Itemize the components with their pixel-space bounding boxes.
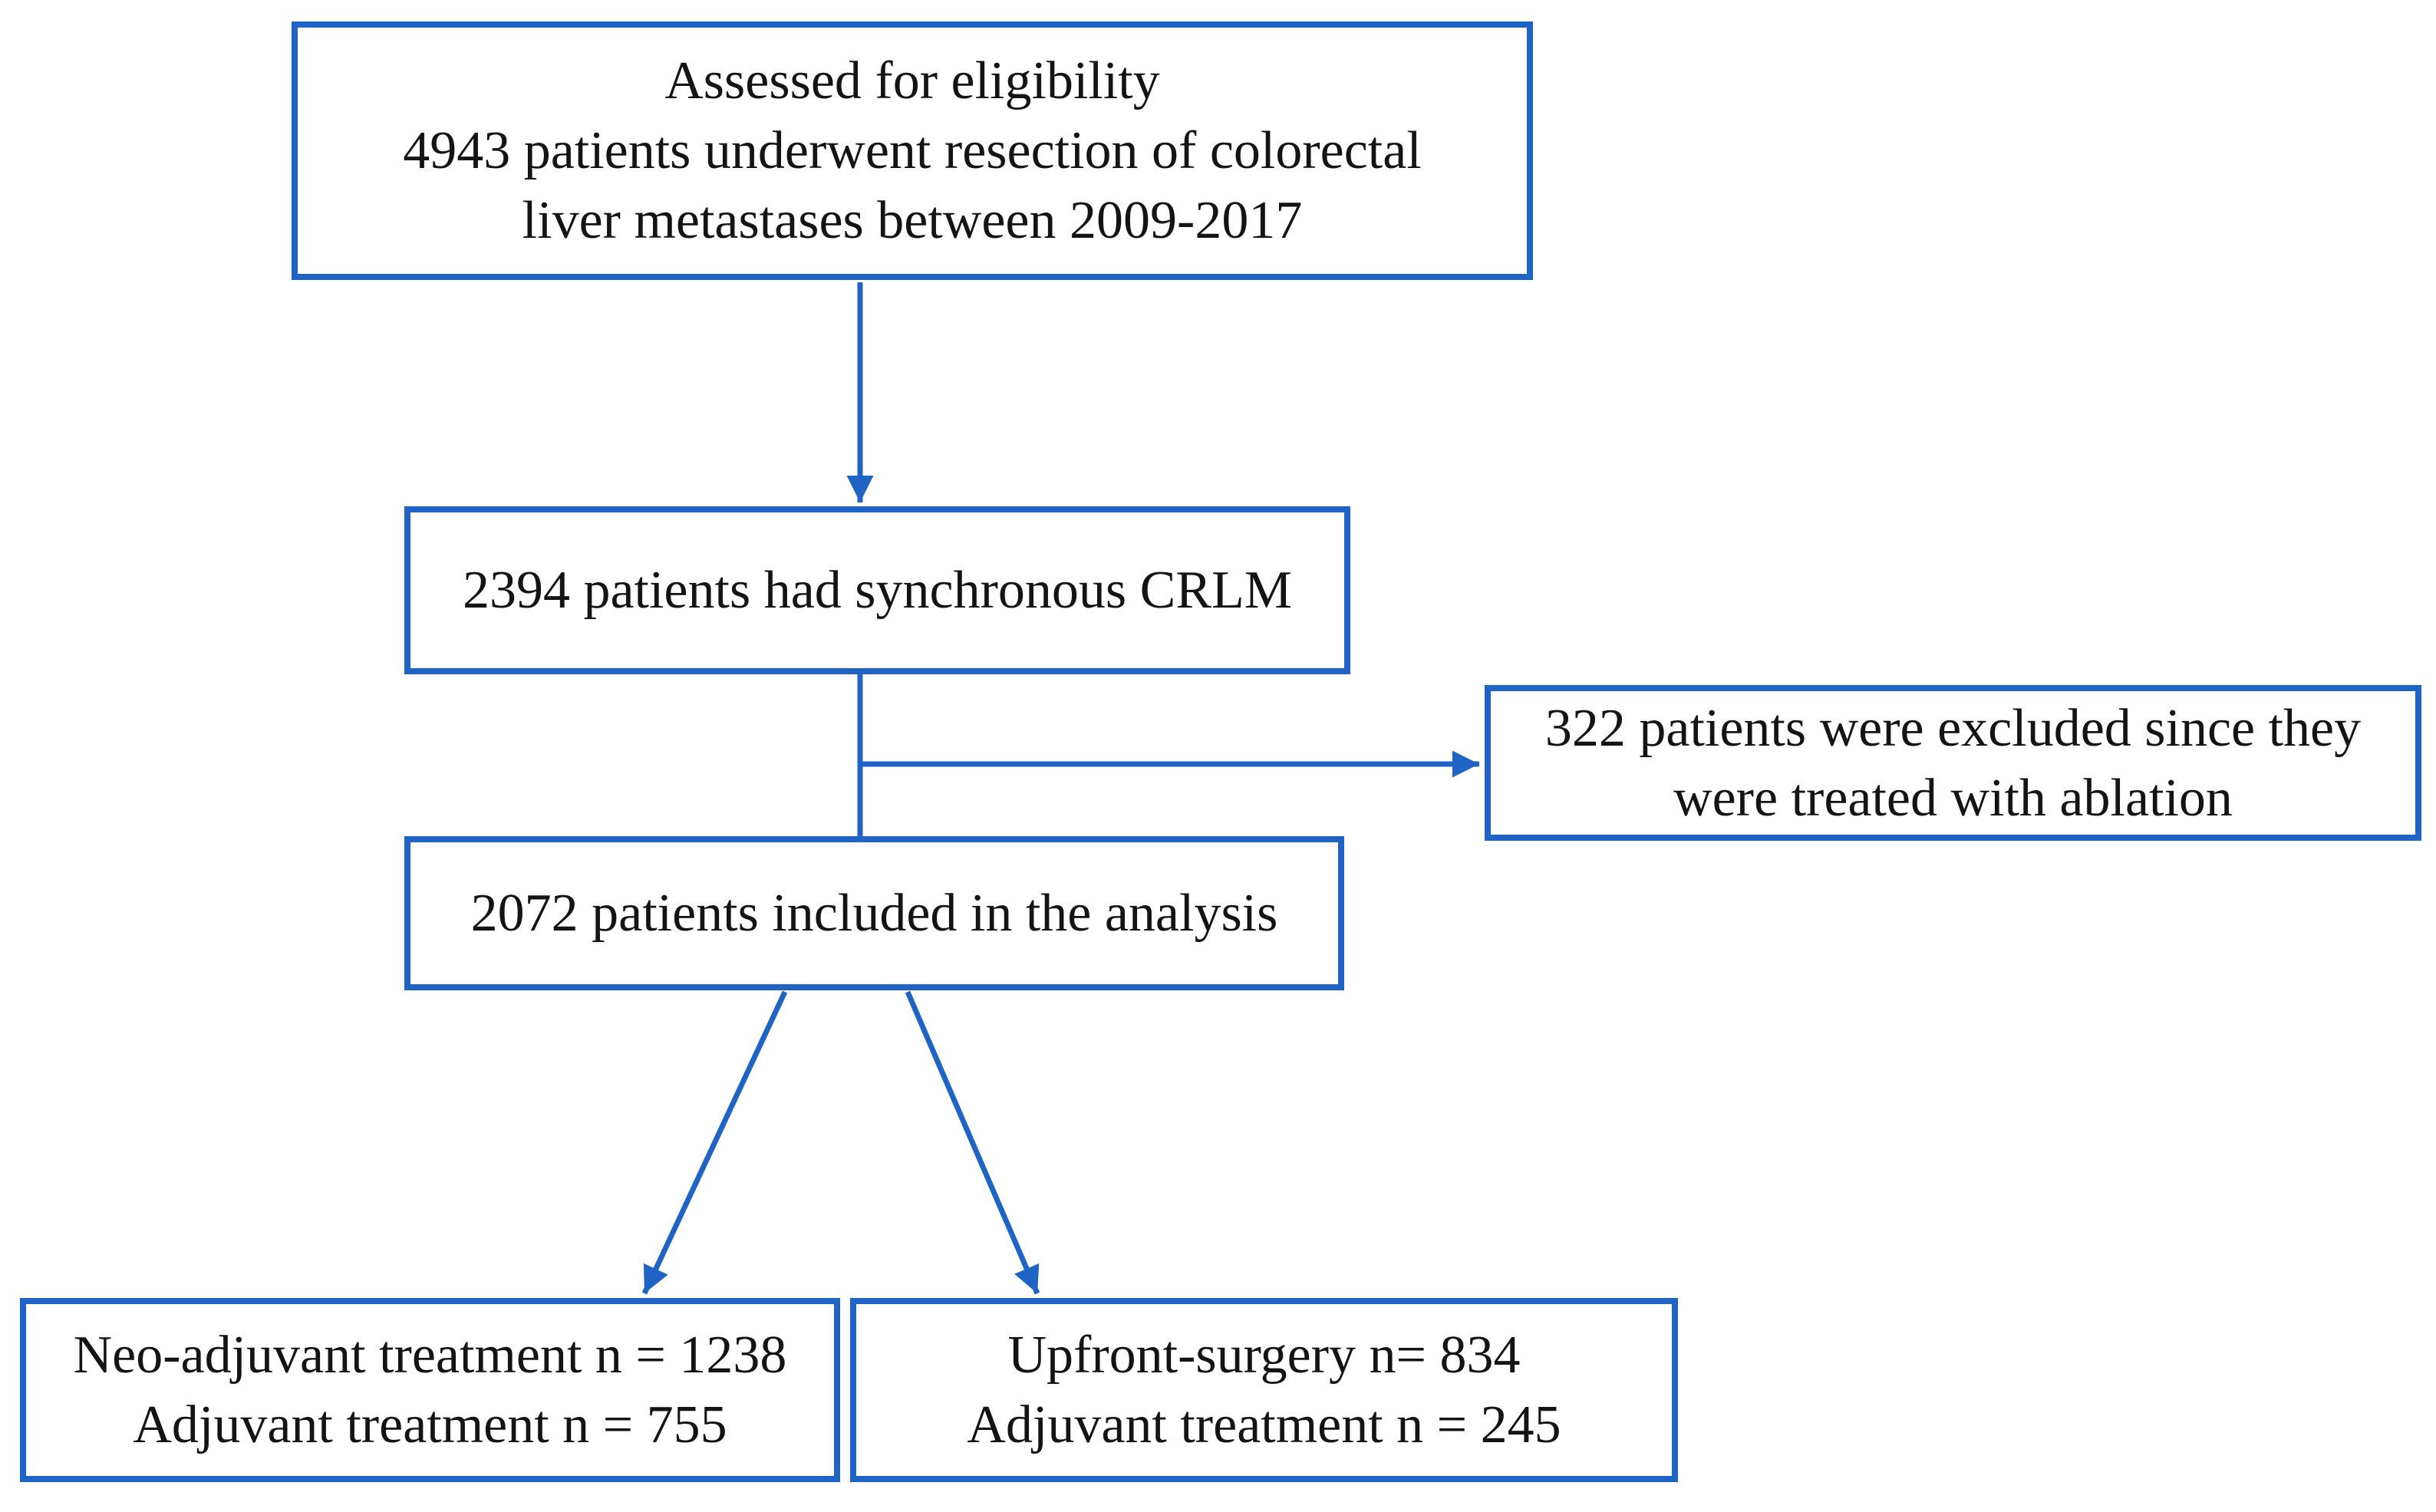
arrow-included-to-neoadjuvant	[641, 990, 788, 1295]
text-line: Adjuvant treatment n = 755	[133, 1395, 727, 1454]
text-line: were treated with ablation	[1673, 768, 2233, 828]
arrow-included-to-upfront	[905, 990, 1040, 1295]
eligibility-box: Assessed for eligibility 4943 patients u…	[292, 21, 1533, 280]
neoadjuvant-box: Neo-adjuvant treatment n = 1238 Adjuvant…	[20, 1298, 840, 1482]
text-line: 2394 patients had synchronous CRLM	[462, 561, 1293, 620]
text-line: 322 patients were excluded since they	[1544, 698, 2362, 758]
upfront-surgery-box: Upfront-surgery n= 834 Adjuvant treatmen…	[850, 1298, 1678, 1482]
text-line: 4943 patients underwent resection of col…	[403, 121, 1422, 180]
text-line: Adjuvant treatment n = 245	[967, 1395, 1561, 1454]
text-line: liver metastases between 2009-2017	[522, 191, 1303, 250]
synchronous-crlm-box: 2394 patients had synchronous CRLM	[404, 506, 1350, 674]
text-line: 2072 patients included in the analysis	[470, 884, 1278, 943]
text-line: Assessed for eligibility	[664, 51, 1160, 110]
excluded-box: 322 patients were excluded since they we…	[1485, 685, 2421, 841]
text-line: Neo-adjuvant treatment n = 1238	[73, 1326, 787, 1385]
included-box: 2072 patients included in the analysis	[404, 836, 1344, 990]
text-line: Upfront-surgery n= 834	[1007, 1326, 1521, 1385]
